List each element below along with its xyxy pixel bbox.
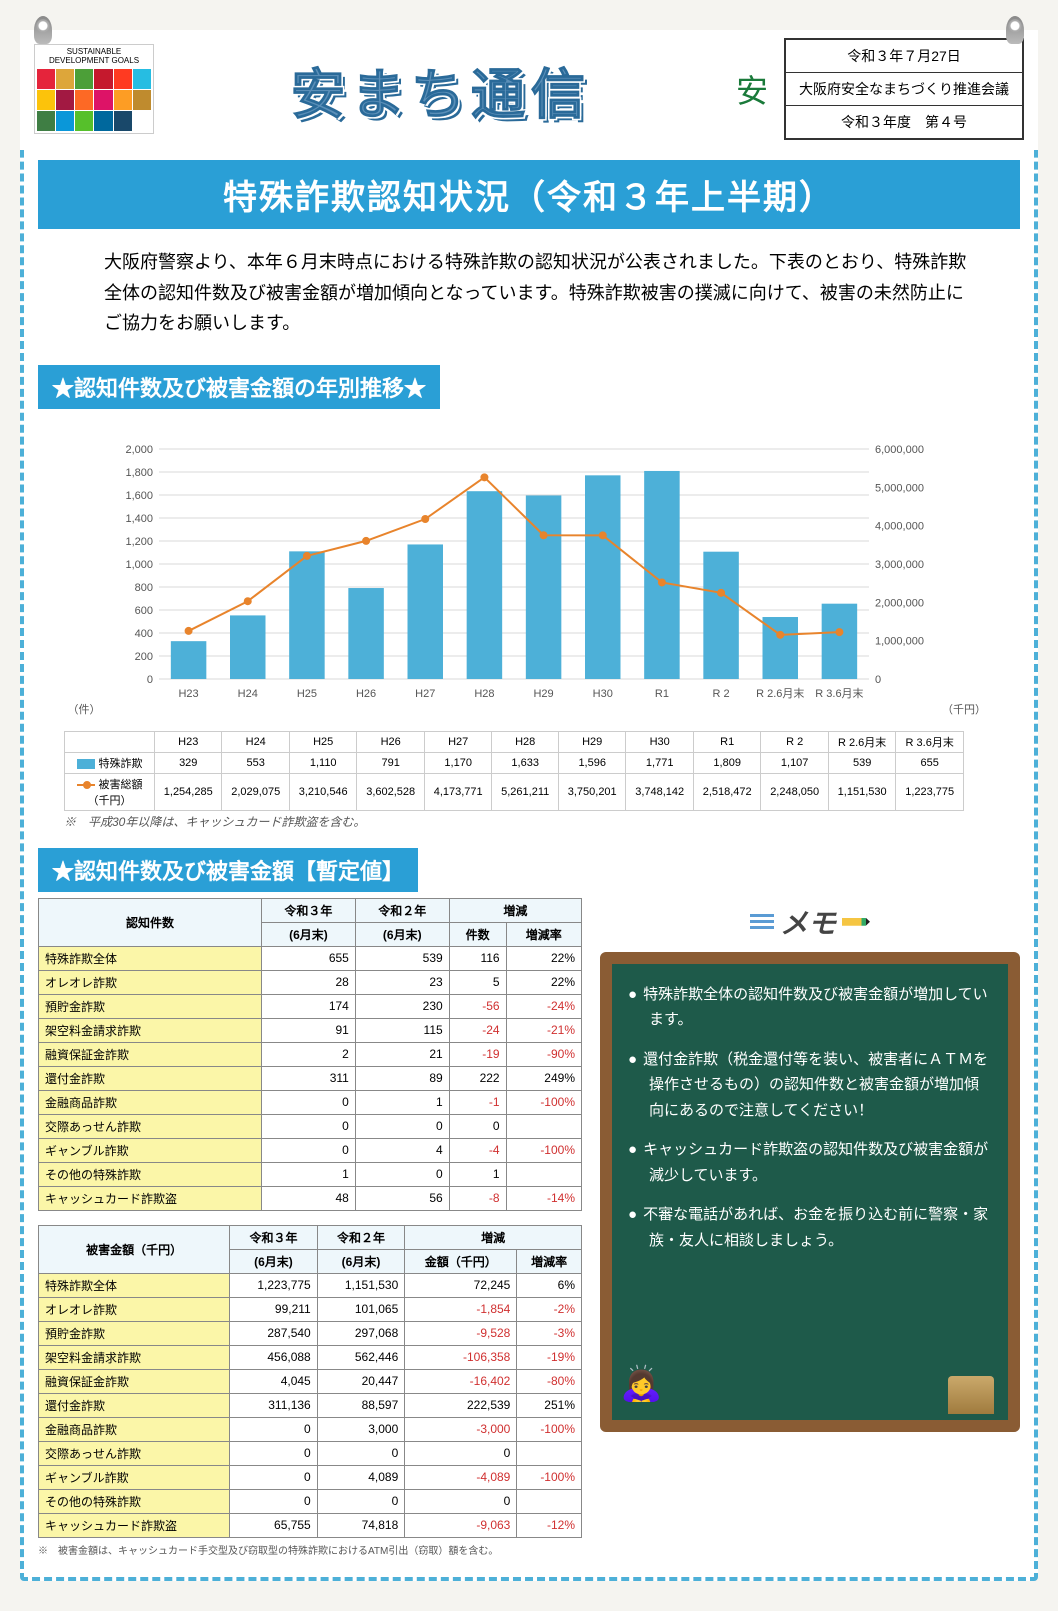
yearly-trend-chart: （件） 0 200 400 600 800 1,000 1,200 1,400 1,600 1,8…	[59, 423, 999, 723]
svg-text:800: 800	[135, 582, 153, 594]
table2-footnote: ※ 被害金額は、キャッシュカード手交型及び窃取型の特殊詐欺におけるATM引出（窃…	[38, 1542, 582, 1557]
y2-axis-label: （千円）	[929, 423, 999, 723]
svg-text:R 2: R 2	[713, 688, 730, 700]
svg-text:0: 0	[147, 674, 153, 686]
chart-footnote: ※ 平成30年以降は、キャッシュカード詐欺盗を含む。	[64, 813, 1034, 830]
issue-publisher: 大阪府安全なまちづくり推進会議	[786, 73, 1022, 106]
masthead-title: 安まち通信	[162, 50, 720, 129]
svg-text:6,000,000: 6,000,000	[875, 444, 924, 456]
svg-text:2,000: 2,000	[125, 444, 153, 456]
person-icon: 🙇‍♀️	[620, 1356, 662, 1414]
sdgs-grid	[35, 67, 153, 133]
page-title: 特殊詐欺認知状況（令和３年上半期）	[38, 160, 1020, 229]
two-column-layout: 認知件数令和３年令和２年増減 (6月末)(6月末)件数増減率特殊詐欺全体6555…	[24, 898, 1034, 1557]
svg-text:0: 0	[875, 674, 881, 686]
svg-text:R 2.6月末: R 2.6月末	[756, 686, 804, 700]
svg-text:1,600: 1,600	[125, 490, 153, 502]
legend-line: 被害総額（千円）	[65, 773, 155, 810]
mascot-icon: 安	[728, 65, 776, 113]
sdgs-logo: SUSTAINABLE DEVELOPMENT GOALS	[34, 44, 154, 134]
memo-list: 特殊詐欺全体の認知件数及び被害金額が増加しています。還付金詐欺（税金還付等を装い…	[628, 982, 992, 1254]
memo-blackboard: 特殊詐欺全体の認知件数及び被害金額が増加しています。還付金詐欺（税金還付等を装い…	[600, 952, 1020, 1432]
svg-text:5,000,000: 5,000,000	[875, 482, 924, 494]
page-container: SUSTAINABLE DEVELOPMENT GOALS 安まち通信 安 令和…	[20, 30, 1038, 1581]
issue-date: 令和３年７月27日	[786, 40, 1022, 73]
intro-text: 大阪府警察より、本年６月末時点における特殊詐欺の認知状況が公表されました。下表の…	[24, 239, 1034, 347]
svg-text:600: 600	[135, 605, 153, 617]
svg-text:1,200: 1,200	[125, 536, 153, 548]
chart-svg: 0 200 400 600 800 1,000 1,200 1,400 1,600 1,800 2,…	[109, 423, 929, 723]
header: SUSTAINABLE DEVELOPMENT GOALS 安まち通信 安 令和…	[20, 30, 1038, 150]
sdgs-label: SUSTAINABLE DEVELOPMENT GOALS	[35, 45, 153, 67]
legend-bar: 特殊詐欺	[65, 752, 155, 773]
chart-data-table: H23H24H25H26H27H28H29H30R1R 2R 2.6月末R 3.…	[64, 731, 964, 811]
svg-text:H26: H26	[356, 688, 376, 700]
section2-heading: ★認知件数及び被害金額【暫定値】	[38, 848, 418, 892]
svg-text:1,400: 1,400	[125, 513, 153, 525]
svg-text:R 3.6月末: R 3.6月末	[815, 686, 863, 700]
y1-axis-label: （件）	[59, 423, 109, 723]
svg-text:1,000,000: 1,000,000	[875, 635, 924, 647]
svg-text:1,800: 1,800	[125, 467, 153, 479]
svg-text:R1: R1	[655, 688, 669, 700]
svg-text:H30: H30	[593, 688, 613, 700]
svg-text:H27: H27	[415, 688, 435, 700]
svg-text:200: 200	[135, 651, 153, 663]
table-counts: 認知件数令和３年令和２年増減 (6月末)(6月末)件数増減率特殊詐欺全体6555…	[38, 898, 582, 1211]
pencil-icon	[842, 918, 870, 926]
issue-info-box: 令和３年７月27日 大阪府安全なまちづくり推進会議 令和３年度 第４号	[784, 38, 1024, 140]
svg-text:4,000,000: 4,000,000	[875, 520, 924, 532]
issue-number: 令和３年度 第４号	[786, 106, 1022, 138]
svg-text:2,000,000: 2,000,000	[875, 597, 924, 609]
left-column: 認知件数令和３年令和２年増減 (6月末)(6月末)件数増減率特殊詐欺全体6555…	[38, 898, 582, 1557]
lectern-icon	[948, 1376, 994, 1414]
section1-heading: ★認知件数及び被害金額の年別推移★	[38, 365, 440, 409]
memo-heading: メモ	[600, 902, 1020, 942]
svg-text:H24: H24	[238, 688, 258, 700]
table-amounts: 被害金額（千円）令和３年令和２年増減 (6月末)(6月末)金額（千円）増減率特殊…	[38, 1225, 582, 1538]
svg-text:H28: H28	[474, 688, 494, 700]
svg-text:H29: H29	[533, 688, 553, 700]
right-column: メモ 特殊詐欺全体の認知件数及び被害金額が増加しています。還付金詐欺（税金還付等…	[600, 898, 1020, 1432]
svg-text:400: 400	[135, 628, 153, 640]
svg-text:H23: H23	[178, 688, 198, 700]
svg-text:H25: H25	[297, 688, 317, 700]
svg-text:1,000: 1,000	[125, 559, 153, 571]
svg-text:3,000,000: 3,000,000	[875, 559, 924, 571]
